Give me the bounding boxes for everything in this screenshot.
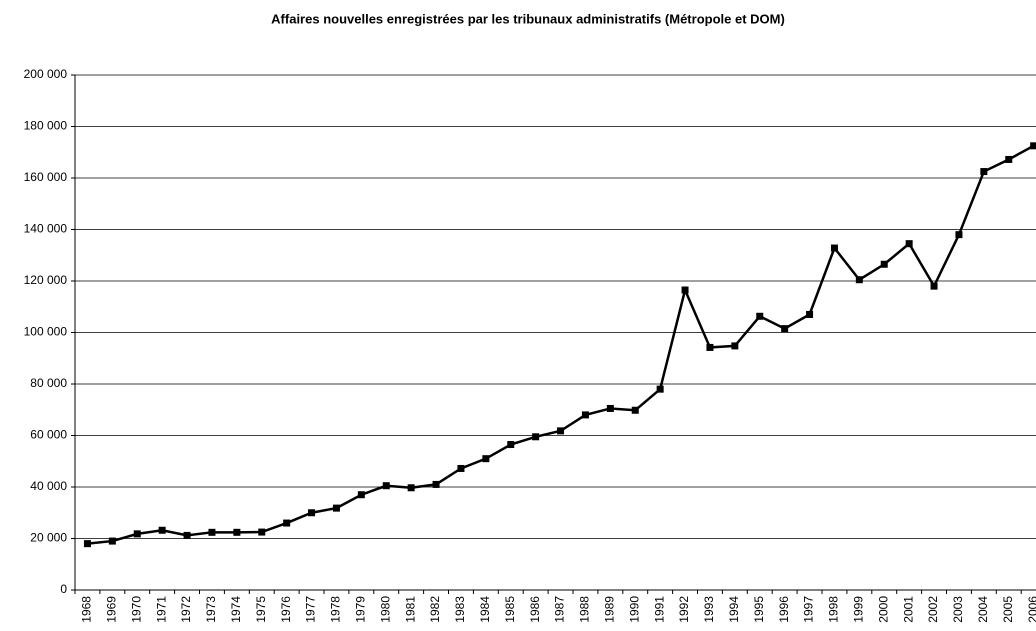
x-tick-label: 1969 xyxy=(105,596,119,623)
y-tick-label: 140 000 xyxy=(24,222,68,236)
marker xyxy=(706,343,714,351)
x-tick-label: 1985 xyxy=(503,596,517,623)
marker xyxy=(532,433,540,441)
x-tick-label: 2005 xyxy=(1001,596,1015,623)
y-tick-label: 200 000 xyxy=(24,67,68,81)
marker xyxy=(183,531,191,539)
y-tick-label: 120 000 xyxy=(24,273,68,287)
marker xyxy=(108,537,116,545)
x-tick-label: 1980 xyxy=(378,596,392,623)
x-tick-label: 1973 xyxy=(204,596,218,623)
x-tick-label: 2002 xyxy=(926,596,940,623)
marker xyxy=(83,540,91,548)
y-tick-label: 40 000 xyxy=(30,479,67,493)
x-tick-label: 1994 xyxy=(727,596,741,623)
x-tick-label: 1968 xyxy=(80,596,94,623)
x-tick-label: 1979 xyxy=(354,596,368,623)
chart-title: Affaires nouvelles enregistrées par les … xyxy=(271,11,785,26)
y-tick-label: 80 000 xyxy=(30,376,67,390)
x-tick-label: 1989 xyxy=(603,596,617,623)
marker xyxy=(731,342,739,350)
line xyxy=(87,144,1035,545)
x-tick-label: 1975 xyxy=(254,596,268,623)
x-tick-label: 1999 xyxy=(852,596,866,623)
x-tick-label: 1998 xyxy=(827,596,841,623)
x-tick-label: 1997 xyxy=(802,596,816,623)
marker xyxy=(308,509,316,517)
marker xyxy=(133,530,141,538)
marker xyxy=(457,464,465,472)
marker xyxy=(606,404,614,412)
marker xyxy=(756,312,764,320)
marker xyxy=(955,231,963,239)
x-tick-label: 1974 xyxy=(229,596,243,623)
x-tick-label: 1983 xyxy=(453,596,467,623)
x-tick-label: 1982 xyxy=(428,596,442,623)
marker xyxy=(581,411,589,419)
marker xyxy=(557,427,565,435)
x-tick-label: 1971 xyxy=(154,596,168,623)
x-tick-label: 1981 xyxy=(403,596,417,623)
x-tick-label: 1976 xyxy=(279,596,293,623)
marker xyxy=(855,276,863,284)
x-tick-label: 1978 xyxy=(329,596,343,623)
marker xyxy=(332,504,340,512)
x-tick-label: 1987 xyxy=(553,596,567,623)
x-tick-label: 1996 xyxy=(777,596,791,623)
x-tick-label: 1995 xyxy=(752,596,766,623)
marker xyxy=(806,310,814,318)
marker xyxy=(1030,142,1036,150)
marker xyxy=(631,406,639,414)
x-tick-label: 1986 xyxy=(528,596,542,623)
marker xyxy=(656,385,664,393)
marker xyxy=(233,528,241,536)
x-tick-label: 2004 xyxy=(976,596,990,623)
marker xyxy=(930,282,938,290)
marker xyxy=(283,519,291,527)
y-tick-label: 180 000 xyxy=(24,119,68,133)
marker xyxy=(507,441,515,449)
marker xyxy=(407,484,415,492)
marker xyxy=(158,526,166,534)
y-tick-label: 20 000 xyxy=(30,531,67,545)
x-tick-label: 1972 xyxy=(179,596,193,623)
x-tick-label: 1970 xyxy=(129,596,143,623)
marker xyxy=(357,491,365,499)
marker xyxy=(432,480,440,488)
x-tick-label: 1993 xyxy=(702,596,716,623)
x-tick-label: 1992 xyxy=(677,596,691,623)
y-tick-label: 60 000 xyxy=(30,428,67,442)
marker xyxy=(880,260,888,268)
x-tick-label: 2001 xyxy=(901,596,915,623)
marker xyxy=(208,528,216,536)
marker xyxy=(482,455,490,463)
x-tick-label: 1991 xyxy=(652,596,666,623)
x-tick-label: 1977 xyxy=(304,596,318,623)
marker xyxy=(382,482,390,490)
x-tick-label: 1990 xyxy=(627,596,641,623)
y-tick-label: 100 000 xyxy=(24,325,68,339)
marker xyxy=(781,325,789,333)
marker xyxy=(1005,155,1013,163)
x-tick-label: 1988 xyxy=(578,596,592,623)
y-tick-label: 160 000 xyxy=(24,170,68,184)
marker xyxy=(681,286,689,294)
x-tick-label: 2000 xyxy=(876,596,890,623)
marker xyxy=(258,528,266,536)
marker xyxy=(830,244,838,252)
x-tick-label: 2006 xyxy=(1026,596,1036,623)
marker xyxy=(905,240,913,248)
y-tick-label: 0 xyxy=(60,582,67,596)
x-tick-label: 2003 xyxy=(951,596,965,623)
marker xyxy=(980,168,988,176)
x-tick-label: 1984 xyxy=(478,596,492,623)
